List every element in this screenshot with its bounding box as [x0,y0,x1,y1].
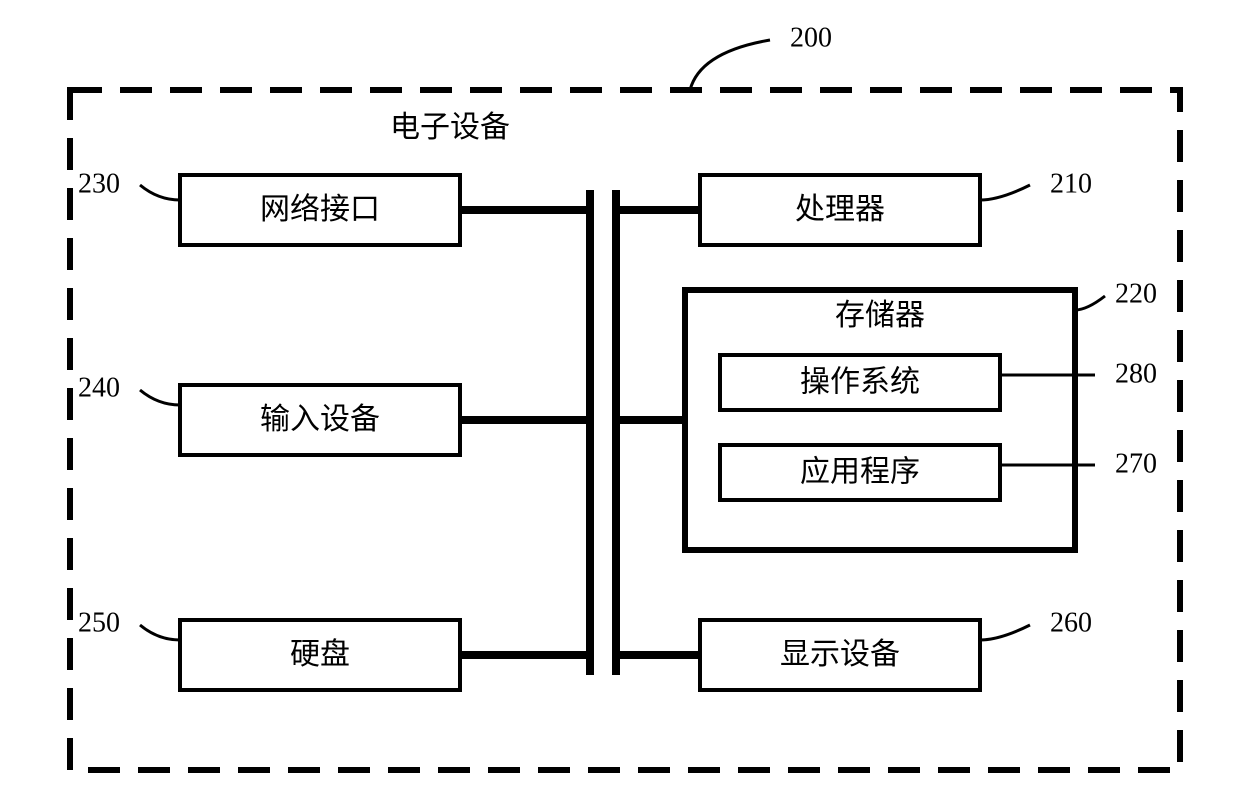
ref-label-os: 280 [1115,358,1157,389]
ref-label-network_if: 230 [78,168,120,199]
node-label-network-if: 网络接口 [260,193,380,226]
node-label-display: 显示设备 [780,638,900,671]
node-label-processor: 处理器 [795,193,885,226]
diagram-canvas: 电子设备 200 网络接口输入设备硬盘 处理器显示设备 存储器操作系统应用程序 230 24… [0,0,1240,792]
ref-label-disk: 250 [78,607,120,638]
ref-label-processor: 210 [1050,168,1092,199]
leader-network_if [140,185,180,200]
leader-outer [690,40,770,90]
node-label-input-dev: 输入设备 [260,403,380,436]
leader-memory [1075,296,1105,310]
ref-label-memory: 220 [1115,278,1157,309]
outer-title: 电子设备 [390,111,510,144]
node-label-app: 应用程序 [800,455,920,488]
ref-label-input_dev: 240 [78,372,120,403]
ref-label-outer: 200 [790,22,832,53]
ref-label-app: 270 [1115,448,1157,479]
node-label-os: 操作系统 [800,365,920,398]
node-label-disk: 硬盘 [290,638,350,671]
leader-disk [140,625,180,640]
node-label-memory: 存储器 [835,299,925,332]
ref-label-display: 260 [1050,607,1092,638]
leader-display [980,625,1030,640]
leader-processor [980,185,1030,200]
leader-input_dev [140,390,180,405]
